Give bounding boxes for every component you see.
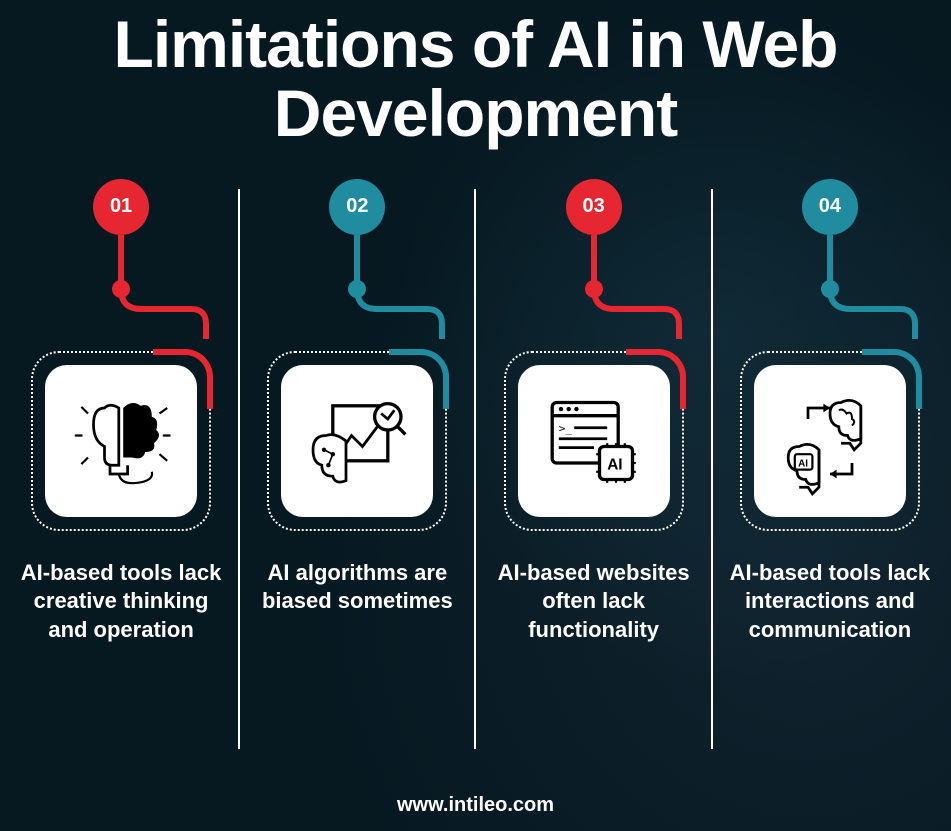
divider-3 <box>711 189 713 749</box>
svg-text:AI: AI <box>607 456 622 473</box>
connector-3 <box>504 219 684 339</box>
svg-text:AI: AI <box>798 458 808 469</box>
page-title: Limitations of AI in Web Development <box>0 0 951 149</box>
connector-4 <box>740 219 920 339</box>
caption-1: AI-based tools lack creative thinking an… <box>16 559 226 645</box>
caption-4: AI-based tools lack interactions and com… <box>725 559 935 645</box>
column-4: 04 AI <box>725 179 935 645</box>
card-wrap-3: >_ AI <box>504 351 684 531</box>
card-4: AI <box>754 365 906 517</box>
svg-text:>_: >_ <box>558 422 572 435</box>
footer-url: www.intileo.com <box>0 794 951 817</box>
card-wrap-2 <box>267 351 447 531</box>
connector-2 <box>267 219 447 339</box>
card-wrap-4: AI <box>740 351 920 531</box>
card-1 <box>45 365 197 517</box>
columns-container: 01 AI-based tools lack creative thinking… <box>0 149 951 749</box>
brain-bulb-icon <box>66 386 176 496</box>
caption-3: AI-based websites often lack functionali… <box>489 559 699 645</box>
divider-2 <box>474 189 476 749</box>
connector-1 <box>31 219 211 339</box>
column-1: 01 AI-based tools lack creative thinking… <box>16 179 226 645</box>
ai-analysis-icon <box>302 386 412 496</box>
column-3: 03 >_ AI <box>489 179 699 645</box>
caption-2: AI algorithms are biased sometimes <box>252 559 462 616</box>
website-ai-icon: >_ AI <box>539 386 649 496</box>
card-wrap-1 <box>31 351 211 531</box>
column-2: 02 AI algorithms are biased <box>252 179 462 616</box>
card-3: >_ AI <box>518 365 670 517</box>
ai-communication-icon: AI <box>775 386 885 496</box>
card-2 <box>281 365 433 517</box>
divider-1 <box>238 189 240 749</box>
